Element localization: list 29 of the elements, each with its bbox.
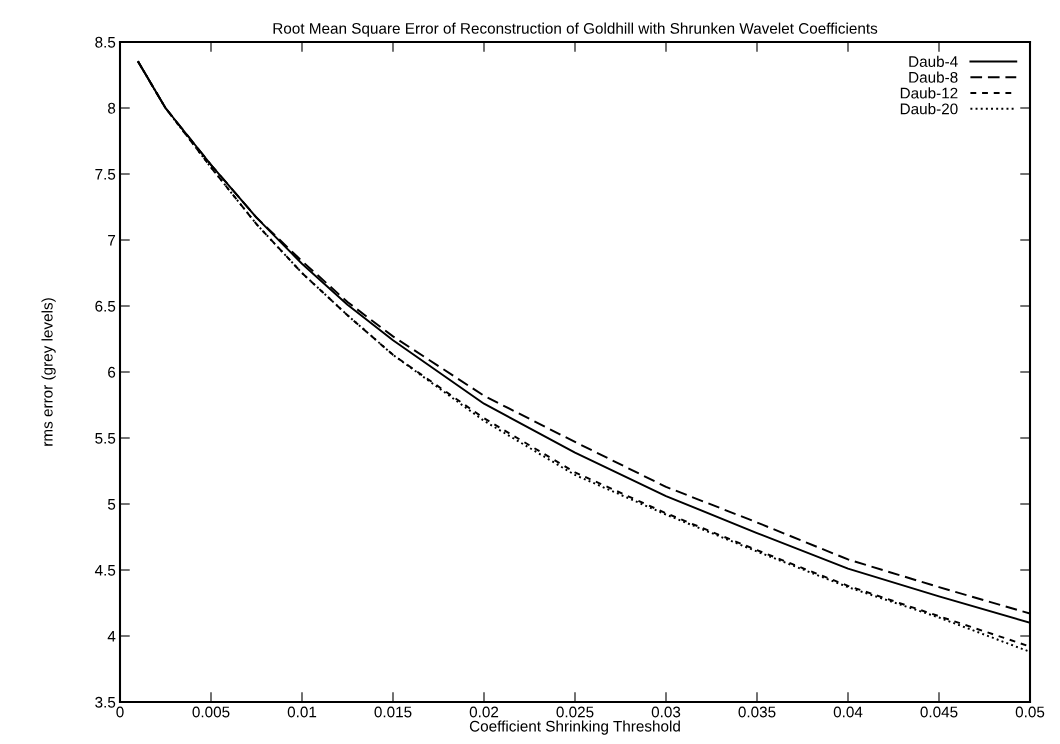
x-tick-label: 0.03 bbox=[651, 706, 681, 718]
x-tick-label: 0.05 bbox=[1015, 706, 1045, 718]
legend-label: Daub-12 bbox=[900, 87, 958, 99]
legend-label: Daub-20 bbox=[900, 103, 958, 115]
y-tick-label: 8 bbox=[108, 102, 116, 114]
x-tick-label: 0.015 bbox=[374, 706, 412, 718]
x-tick-label: 0.045 bbox=[920, 706, 958, 718]
legend-label: Daub-4 bbox=[909, 55, 958, 67]
x-tick-label: 0.02 bbox=[469, 706, 499, 718]
y-tick-label: 7 bbox=[108, 235, 116, 246]
x-tick-label: 0.025 bbox=[556, 706, 594, 718]
x-tick-label: 0.01 bbox=[287, 706, 317, 718]
x-tick-label: 0.005 bbox=[192, 706, 230, 718]
y-tick-label: 3.5 bbox=[95, 696, 116, 708]
y-tick-label: 4 bbox=[107, 631, 116, 642]
y-tick-label: 6 bbox=[108, 366, 116, 378]
y-tick-label: 6.5 bbox=[95, 300, 116, 312]
y-tick-label: 5 bbox=[107, 499, 116, 510]
y-tick-label: 4.5 bbox=[94, 565, 116, 576]
y-tick-label: 8.5 bbox=[95, 36, 116, 48]
x-tick-label: 0.04 bbox=[833, 706, 863, 718]
x-tick-label: 0.035 bbox=[738, 706, 776, 718]
y-tick-label: 7.5 bbox=[95, 169, 116, 180]
chart-title: Root Mean Square Error of Reconstruction of Goldhill with Shrunken Wavelet Coefficients bbox=[273, 22, 878, 37]
x-tick-label: 0 bbox=[116, 706, 124, 718]
x-axis-title: Coefficient Shrinking Threshold bbox=[469, 720, 680, 735]
y-tick-label: 5.5 bbox=[95, 433, 116, 444]
legend-label: Daub-8 bbox=[909, 71, 958, 83]
y-axis-title: rms error (grey levels) bbox=[41, 298, 56, 446]
